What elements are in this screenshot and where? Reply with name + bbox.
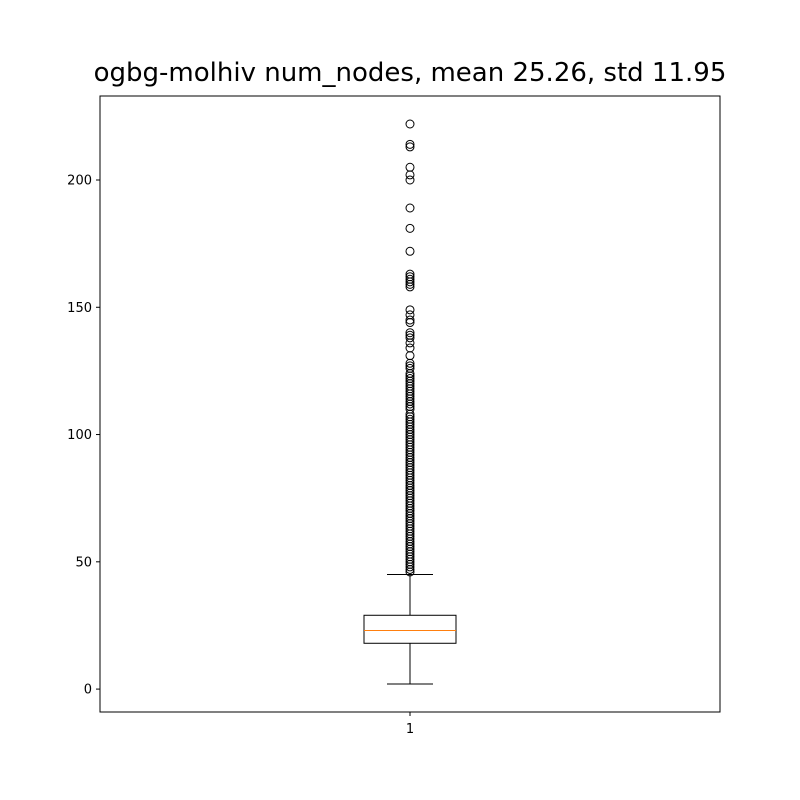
- outlier-point: [405, 272, 415, 282]
- y-tick-label: 200: [67, 174, 92, 189]
- y-tick-label: 100: [67, 428, 92, 443]
- outlier-point: [405, 330, 415, 340]
- outlier-point: [405, 333, 415, 343]
- outlier-point: [405, 363, 415, 373]
- outlier-point: [405, 315, 415, 325]
- outlier-point: [405, 374, 415, 384]
- outlier-point: [405, 223, 415, 233]
- outlier-point: [405, 175, 415, 185]
- outlier-point: [405, 328, 415, 338]
- outlier-point: [405, 310, 415, 320]
- outlier-point: [405, 274, 415, 284]
- outlier-point: [405, 142, 415, 152]
- outlier-point: [405, 351, 415, 361]
- x-tick-label: 1: [406, 722, 414, 737]
- iqr-box: [363, 614, 457, 644]
- outlier-point: [405, 305, 415, 315]
- y-tick-label: 150: [67, 301, 92, 316]
- outlier-point: [405, 343, 415, 353]
- outlier-point: [405, 269, 415, 279]
- outlier-point: [405, 119, 415, 129]
- chart-title: ogbg-molhiv num_nodes, mean 25.26, std 1…: [93, 58, 727, 88]
- outlier-point: [405, 203, 415, 213]
- outlier-point: [405, 139, 415, 149]
- outlier-point: [405, 414, 415, 424]
- plot-area-frame: [99, 95, 721, 713]
- outlier-point: [405, 246, 415, 256]
- y-tick-label: 0: [84, 683, 92, 698]
- outlier-point: [405, 162, 415, 172]
- outlier-point: [405, 170, 415, 180]
- y-tick-label: 50: [75, 555, 92, 570]
- outlier-point: [405, 361, 415, 371]
